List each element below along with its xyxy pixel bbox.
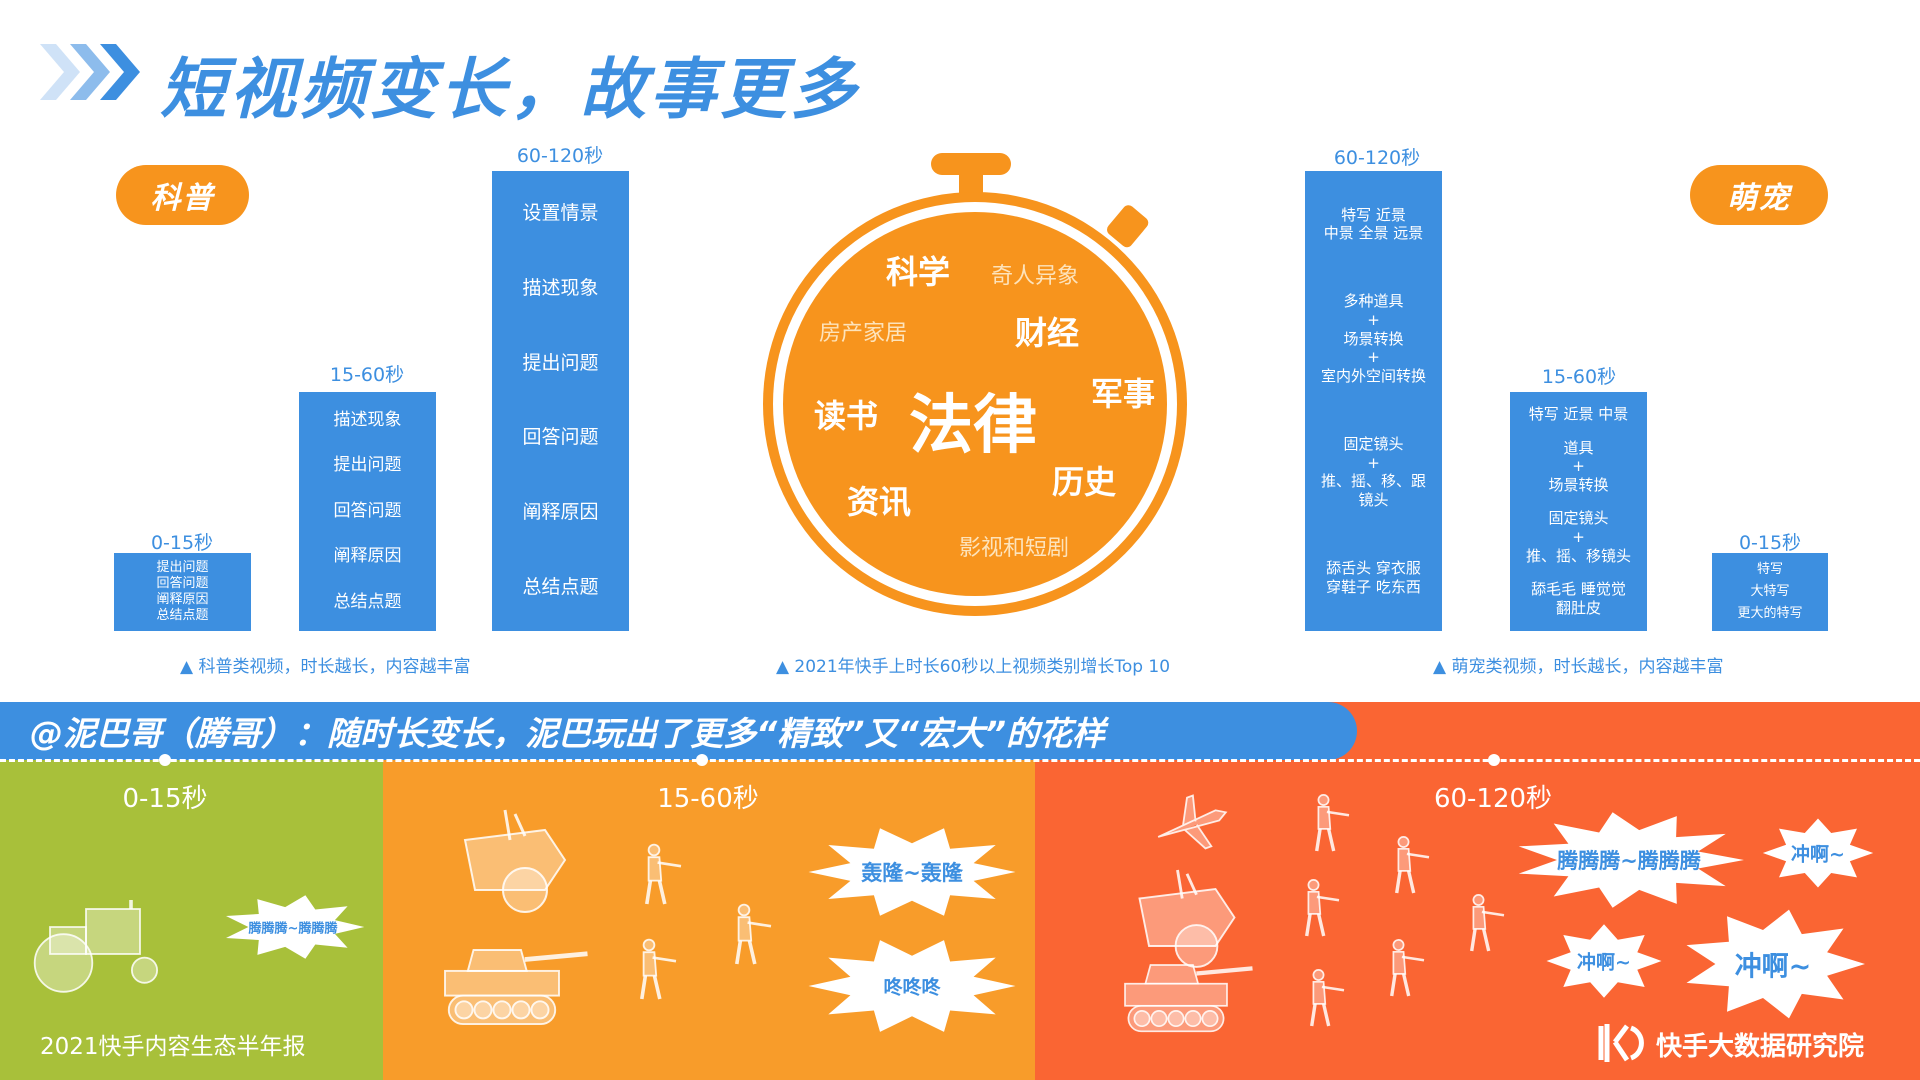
speech-bubble-icon [226,895,365,959]
speech-bubble-icon [1762,818,1874,888]
bubble-text: 冲啊~ [1734,951,1812,983]
category-word: 军事 [1090,375,1156,413]
report-name: 2021快手内容生态半年报 [40,1034,306,1060]
kuaishou-logo-icon [1598,1024,1644,1062]
pets-bar-60-120: 特写 近景 中景 全景 远景 多种道具 + 场景转换 + 室内外空间转换 固定镜… [1305,171,1442,631]
category-word: 房产家居 [818,321,908,346]
science-bar-15-60: 描述现象 提出问题 回答问题 阐释原因 总结点题 [299,392,436,631]
timeline-divider [0,759,1920,762]
category-word: 资讯 [846,483,912,521]
pets-bar-label: 0-15秒 [1738,532,1802,554]
bar-item: 特写 近景 中景 [1528,405,1629,424]
soldier-icon [1470,894,1505,952]
soldier-icon [1390,939,1425,997]
chevrons-icon [40,44,140,100]
category-word: 读书 [813,397,879,435]
category-word: 科学 [885,253,951,291]
speech-bubble-icon [1686,909,1865,1019]
bar-item: 描述现象 [522,277,599,300]
bar-item: 提出问题 [522,351,599,374]
soldier-icon [1315,794,1350,852]
bar-item: 舔毛毛 睡觉觉 翻肚皮 [1531,580,1626,617]
section-label: 60-120秒 [1433,784,1553,814]
category-word: 奇人异象 [990,264,1080,289]
bar-item: 总结点题 [333,591,402,612]
page-title: 短视频变长，故事更多 [160,51,860,128]
bubble-text: 腾腾腾~腾腾腾 [1557,849,1701,873]
timeline-dot [159,754,171,766]
soldier-icon [1305,879,1340,937]
timeline-dot [696,754,708,766]
bar-item: 总结点题 [156,608,209,624]
soldier-icon [645,843,682,905]
pets-caption: ▲ 萌宠类视频，时长越长，内容越丰富 [1433,657,1724,677]
bar-item: 回答问题 [522,426,599,449]
bar-item: 总结点题 [522,575,599,598]
plane-icon [1157,794,1228,850]
bubble-text: 咚咚咚 [883,976,941,999]
pets-bar-label: 15-60秒 [1541,366,1617,388]
section-15-60 [383,760,1035,1080]
logo-text: 快手大数据研究院 [1656,1032,1865,1062]
bar-item: 大特写 [1750,583,1790,599]
bubble-text: 腾腾腾~腾腾腾 [248,921,338,937]
banner: @泥巴哥（腾哥）：随时长变长，泥巴玩出了更多“精致”又“宏大”的花样 [0,702,1357,760]
bar-item: 特写 [1756,561,1783,577]
section-60-120 [1035,760,1920,1080]
section-label: 15-60秒 [657,784,759,814]
center-caption: ▲ 2021年快手上时长60秒以上视频类别增长Top 10 [775,657,1171,677]
bar-item: 回答问题 [156,575,209,591]
section-label: 0-15秒 [122,784,208,814]
bar-item: 固定镜头 + 推、摇、移镜头 [1525,509,1631,565]
motorcycle-icon [463,809,567,913]
science-pill: 科普 [116,165,249,225]
stopwatch-icon [763,153,1187,616]
tank-icon [444,949,588,1026]
bar-item: 描述现象 [333,410,402,431]
category-word-top: 法律 [909,389,1037,463]
tank-icon [1124,964,1253,1033]
science-caption: ▲ 科普类视频，时长越长，内容越丰富 [180,657,471,677]
pets-bar-label: 60-120秒 [1333,147,1421,169]
category-word: 财经 [1014,314,1080,352]
speech-bubble-icon [808,940,1016,1032]
bar-item: 提出问题 [333,455,402,476]
motorcycle-icon [1138,869,1236,968]
bar-item: 阐释原因 [333,546,402,567]
speech-bubble-icon [1518,812,1744,908]
bar-item: 道具 + 场景转换 [1548,438,1609,495]
bubble-text: 冲啊~ [1791,843,1845,866]
pets-bar-0-15: 特写 大特写 更大的特写 [1712,553,1828,631]
science-bar-0-15: 提出问题 回答问题 阐释原因 总结点题 [114,553,251,631]
pets-pill: 萌宠 [1690,165,1828,225]
category-word: 历史 [1051,463,1117,501]
soldier-icon [640,938,677,1000]
science-bar-label: 60-120秒 [516,145,604,167]
science-bar-label: 15-60秒 [329,364,405,386]
speech-bubble-icon [808,828,1016,916]
pets-bar-15-60: 特写 近景 中景 道具 + 场景转换 固定镜头 + 推、摇、移镜头 舔毛毛 睡觉… [1510,392,1647,631]
illustrations [33,794,1874,1033]
bar-item: 回答问题 [333,500,402,521]
bar-item: 多种道具 + 场景转换 + 室内外空间转换 [1320,292,1426,386]
bar-item: 提出问题 [156,559,209,575]
science-bar-60-120: 设置情景 描述现象 提出问题 回答问题 阐释原因 总结点题 [492,171,629,631]
timeline-dot [1488,754,1500,766]
tractor-icon [33,900,159,993]
bubble-text: 冲啊~ [1577,951,1631,974]
bar-item: 设置情景 [522,202,599,225]
bar-item: 固定镜头 + 推、摇、移、跟 镜头 [1320,434,1426,510]
bubble-text: 轰隆~轰隆 [861,861,963,885]
bar-item: 阐释原因 [156,592,209,607]
category-word: 影视和短剧 [958,536,1070,561]
soldier-icon [735,903,772,965]
bar-item: 舔舌头 穿衣服 穿鞋子 吃东西 [1326,558,1421,596]
speech-bubble-icon [1546,924,1662,998]
bar-item: 特写 近景 中景 全景 远景 [1323,205,1424,243]
soldier-icon [1310,969,1345,1027]
bar-item: 更大的特写 [1737,605,1803,621]
soldier-icon [1395,836,1430,894]
science-bar-label: 0-15秒 [150,532,214,554]
bar-item: 阐释原因 [522,501,599,524]
